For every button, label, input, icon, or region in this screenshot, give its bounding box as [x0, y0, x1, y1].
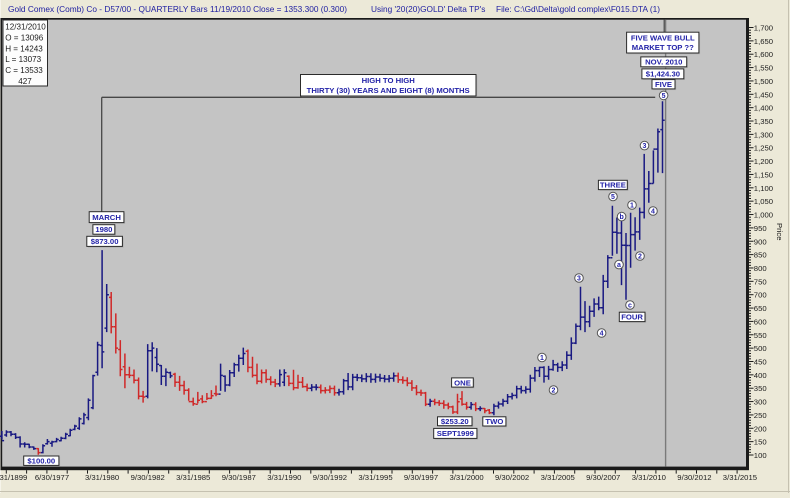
svg-text:9/30/1987: 9/30/1987: [222, 473, 256, 482]
svg-text:1,300: 1,300: [754, 130, 773, 139]
svg-text:H = 14243: H = 14243: [5, 44, 43, 53]
svg-text:THREE: THREE: [600, 181, 626, 190]
svg-text:3/31/1985: 3/31/1985: [176, 473, 210, 482]
svg-text:550: 550: [754, 331, 767, 340]
svg-text:1,350: 1,350: [754, 117, 773, 126]
svg-text:SEPT1999: SEPT1999: [437, 429, 474, 438]
svg-text:1: 1: [540, 355, 544, 362]
svg-text:600: 600: [754, 317, 767, 326]
svg-text:MARKET TOP ??: MARKET TOP ??: [632, 43, 694, 52]
svg-text:900: 900: [754, 237, 767, 246]
svg-text:1,000: 1,000: [754, 211, 773, 220]
svg-text:1,050: 1,050: [754, 197, 773, 206]
svg-text:9/30/2007: 9/30/2007: [586, 473, 620, 482]
svg-text:350: 350: [754, 384, 767, 393]
svg-text:9/30/2012: 9/30/2012: [677, 473, 711, 482]
svg-text:950: 950: [754, 224, 767, 233]
svg-text:3/31/1990: 3/31/1990: [267, 473, 301, 482]
svg-text:c: c: [628, 303, 632, 310]
svg-text:1,150: 1,150: [754, 170, 773, 179]
svg-text:FIVE: FIVE: [655, 80, 672, 89]
svg-text:1,700: 1,700: [754, 24, 773, 33]
svg-text:b: b: [619, 214, 623, 221]
svg-text:3/31/1995: 3/31/1995: [358, 473, 392, 482]
svg-text:4: 4: [651, 209, 655, 216]
svg-text:TWO: TWO: [485, 417, 503, 426]
svg-text:1980: 1980: [95, 225, 112, 234]
svg-text:$100.00: $100.00: [27, 456, 55, 465]
svg-text:ONE: ONE: [454, 378, 471, 387]
svg-text:2: 2: [552, 388, 556, 395]
svg-text:$873.00: $873.00: [91, 237, 119, 246]
svg-text:12/31/1899: 12/31/1899: [0, 473, 27, 482]
svg-text:3/31/2010: 3/31/2010: [632, 473, 666, 482]
svg-text:C = 13533: C = 13533: [5, 66, 43, 75]
svg-text:THIRTY (30) YEARS AND EIGHT (8: THIRTY (30) YEARS AND EIGHT (8) MONTHS: [307, 86, 470, 95]
svg-text:MARCH: MARCH: [92, 213, 121, 222]
svg-text:200: 200: [754, 424, 767, 433]
svg-text:Using '20(20)GOLD' Delta TP's: Using '20(20)GOLD' Delta TP's: [371, 4, 485, 14]
svg-text:150: 150: [754, 438, 767, 447]
svg-text:4: 4: [600, 331, 604, 338]
svg-text:100: 100: [754, 451, 767, 460]
svg-text:800: 800: [754, 264, 767, 273]
svg-text:3/31/2005: 3/31/2005: [541, 473, 575, 482]
svg-text:500: 500: [754, 344, 767, 353]
svg-text:NOV. 2010: NOV. 2010: [645, 58, 682, 67]
svg-text:250: 250: [754, 411, 767, 420]
svg-text:3/31/2000: 3/31/2000: [449, 473, 483, 482]
svg-text:3: 3: [577, 276, 581, 283]
svg-text:Gold Comex (Comb) Co - D57/00: Gold Comex (Comb) Co - D57/00 - QUARTERL…: [8, 4, 347, 14]
svg-text:HIGH TO HIGH: HIGH TO HIGH: [362, 76, 416, 85]
svg-text:9/30/1997: 9/30/1997: [404, 473, 438, 482]
svg-text:12/31/2010: 12/31/2010: [5, 23, 46, 32]
svg-text:1,500: 1,500: [754, 77, 773, 86]
svg-text:1,250: 1,250: [754, 144, 773, 153]
svg-text:5: 5: [662, 93, 666, 100]
svg-text:9/30/1992: 9/30/1992: [313, 473, 347, 482]
svg-text:850: 850: [754, 251, 767, 260]
svg-text:$253.20: $253.20: [441, 417, 469, 426]
svg-text:L = 13073: L = 13073: [5, 55, 41, 64]
svg-text:5: 5: [611, 194, 615, 201]
svg-text:1,550: 1,550: [754, 64, 773, 73]
svg-text:3: 3: [643, 143, 647, 150]
svg-text:1: 1: [630, 203, 634, 210]
svg-text:1,600: 1,600: [754, 50, 773, 59]
svg-text:700: 700: [754, 291, 767, 300]
svg-text:1,100: 1,100: [754, 184, 773, 193]
svg-text:3/31/2015: 3/31/2015: [723, 473, 757, 482]
svg-text:3/31/1980: 3/31/1980: [85, 473, 119, 482]
svg-text:300: 300: [754, 398, 767, 407]
svg-text:450: 450: [754, 357, 767, 366]
svg-text:File: C:\Gd\Delta\gold complex: File: C:\Gd\Delta\gold complex\F015.DTA …: [496, 4, 660, 14]
svg-text:1,650: 1,650: [754, 37, 773, 46]
svg-text:6/30/1977: 6/30/1977: [35, 473, 69, 482]
svg-text:FIVE WAVE BULL: FIVE WAVE BULL: [631, 34, 695, 43]
svg-text:$1,424.30: $1,424.30: [646, 70, 680, 79]
svg-text:9/30/1982: 9/30/1982: [131, 473, 165, 482]
svg-text:9/30/2002: 9/30/2002: [495, 473, 529, 482]
svg-text:1,200: 1,200: [754, 157, 773, 166]
svg-text:400: 400: [754, 371, 767, 380]
svg-text:1,450: 1,450: [754, 90, 773, 99]
svg-text:2: 2: [638, 254, 642, 261]
svg-text:FOUR: FOUR: [621, 313, 643, 322]
svg-text:O = 13096: O = 13096: [5, 33, 44, 42]
svg-text:1,400: 1,400: [754, 104, 773, 113]
svg-text:a: a: [617, 262, 621, 269]
svg-text:650: 650: [754, 304, 767, 313]
svg-text:427: 427: [18, 77, 32, 86]
svg-text:Price: Price: [775, 223, 784, 241]
svg-text:750: 750: [754, 277, 767, 286]
